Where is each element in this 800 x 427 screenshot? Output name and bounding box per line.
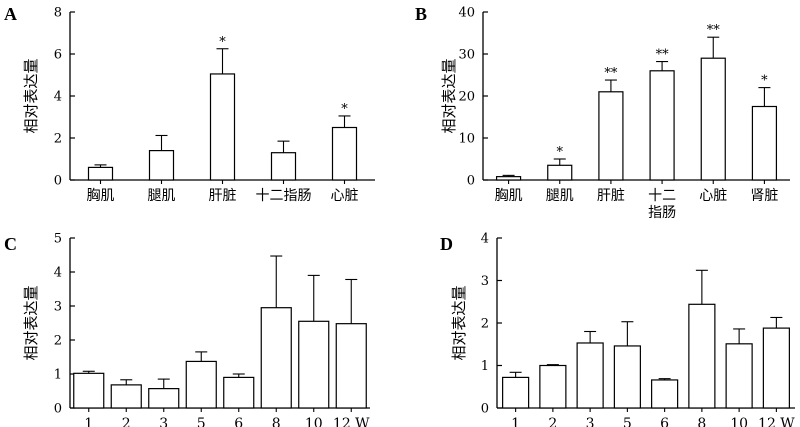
y-tick-label: 2 — [54, 132, 62, 147]
y-tick-label: 10 — [458, 132, 475, 147]
significance-marker: * — [219, 35, 226, 50]
y-tick-label: 4 — [481, 232, 489, 247]
y-tick-label: 40 — [458, 6, 475, 21]
y-tick-label: 1 — [54, 368, 62, 383]
panel-letter: A — [4, 4, 17, 24]
y-tick-label: 4 — [54, 90, 62, 105]
x-tick-label: 心脏 — [699, 188, 727, 204]
bar — [185, 360, 217, 409]
panel-letter: B — [415, 4, 427, 24]
bar — [270, 152, 297, 181]
x-tick-label: 肝脏 — [597, 188, 625, 204]
y-axis-label: 相对表达量 — [440, 58, 458, 133]
y-tick-label: 2 — [481, 317, 489, 332]
x-tick-label: 6 — [234, 416, 243, 427]
significance-marker: * — [761, 74, 768, 89]
x-tick-label: 指肠 — [648, 205, 676, 221]
x-tick-label: 1 — [511, 416, 520, 427]
x-tick-label: 10 — [730, 416, 748, 427]
bar — [576, 342, 604, 409]
y-tick-label: 3 — [481, 274, 489, 289]
panel-letter: C — [4, 234, 17, 254]
bar — [335, 323, 367, 409]
y-tick-label: 0 — [481, 402, 489, 417]
x-tick-label: 12 W — [758, 416, 795, 427]
panel-D: D 0 1 2 3 4 相对表达量 1 2 3 5 6 8 10 12 W — [440, 232, 795, 427]
y-tick-label: 2 — [54, 334, 62, 349]
bar — [148, 388, 180, 409]
x-tick-label: 10 — [305, 416, 323, 427]
bar — [613, 345, 641, 409]
bar — [598, 91, 624, 181]
x-tick-label: 胸肌 — [87, 188, 115, 204]
panel-C: C 0 1 2 3 4 5 相对表达量 1 2 3 5 6 8 10 12 W — [4, 232, 370, 427]
y-tick-label: 4 — [54, 266, 62, 281]
bar — [762, 327, 790, 409]
y-tick-label: 1 — [481, 359, 489, 374]
bar — [688, 303, 716, 409]
x-tick-label: 8 — [697, 416, 706, 427]
x-tick-label: 肾脏 — [750, 188, 778, 204]
bar — [725, 343, 753, 409]
y-tick-label: 0 — [467, 174, 475, 189]
x-tick-label: 肝脏 — [209, 188, 237, 204]
y-axis-label: 相对表达量 — [22, 285, 40, 360]
bar — [649, 70, 675, 181]
y-axis-label: 相对表达量 — [450, 285, 468, 360]
bar — [331, 126, 358, 181]
y-tick-label: 5 — [54, 232, 62, 247]
x-tick-label: 心脏 — [331, 188, 359, 204]
x-tick-label: 2 — [548, 416, 557, 427]
y-tick-label: 30 — [458, 48, 475, 63]
significance-marker: * — [341, 102, 348, 117]
x-tick-label: 6 — [660, 416, 669, 427]
bar — [502, 376, 530, 409]
y-axis-label: 相对表达量 — [22, 58, 40, 133]
x-tick-label: 2 — [122, 416, 131, 427]
x-tick-label: 3 — [159, 416, 168, 427]
x-tick-label: 3 — [586, 416, 595, 427]
x-tick-label: 十二 — [648, 188, 676, 204]
x-tick-label: 胸肌 — [495, 188, 523, 204]
x-tick-label: 5 — [197, 416, 206, 427]
x-tick-label: 1 — [84, 416, 93, 427]
bar — [87, 166, 114, 181]
x-tick-label: 12 W — [333, 416, 370, 427]
y-tick-label: 0 — [54, 174, 62, 189]
significance-marker: * — [557, 145, 564, 160]
bar — [700, 57, 726, 181]
bar — [73, 372, 105, 409]
x-tick-label: 十二指肠 — [256, 188, 312, 204]
significance-marker: ** — [604, 66, 618, 81]
significance-marker: ** — [707, 23, 721, 38]
bar — [651, 379, 679, 409]
bar — [298, 320, 330, 409]
x-tick-label: 腿肌 — [546, 188, 574, 204]
y-tick-label: 6 — [54, 48, 62, 63]
bar — [751, 105, 778, 181]
panel-letter: D — [440, 234, 453, 254]
bar — [110, 384, 142, 409]
bar — [223, 376, 255, 409]
x-tick-label: 5 — [623, 416, 632, 427]
y-tick-label: 8 — [54, 6, 62, 21]
bar — [495, 176, 522, 181]
bar — [547, 164, 573, 181]
y-tick-label: 3 — [54, 300, 62, 315]
bar — [260, 307, 292, 409]
y-tick-label: 0 — [54, 402, 62, 417]
x-tick-label: 8 — [272, 416, 281, 427]
bar — [539, 364, 567, 409]
y-tick-label: 20 — [458, 90, 475, 105]
bar — [209, 73, 236, 181]
significance-marker: ** — [656, 48, 670, 63]
bar — [148, 150, 175, 181]
x-tick-label: 腿肌 — [148, 188, 176, 204]
